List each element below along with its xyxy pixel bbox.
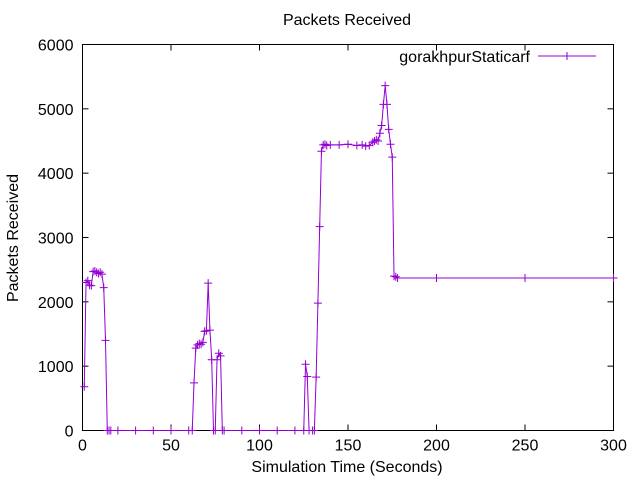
data-point: [96, 268, 105, 277]
data-point: [216, 351, 225, 360]
data-point: [87, 281, 96, 290]
data-point: [113, 426, 122, 435]
data-point: [521, 274, 529, 283]
data-point: [237, 426, 246, 435]
data-point: [290, 426, 299, 435]
y-tick-label: 2000: [38, 295, 74, 312]
data-point: [167, 426, 175, 435]
data-point: [191, 344, 200, 353]
y-tick-label: 6000: [38, 38, 74, 55]
chart-title: Packets Received: [283, 12, 411, 29]
data-point: [220, 426, 229, 435]
data-point: [377, 121, 386, 130]
data-point: [374, 137, 383, 145]
series-layer: [80, 81, 618, 435]
data-point: [94, 269, 103, 278]
y-tick-label: 0: [65, 424, 74, 441]
x-tick-label: 50: [162, 438, 180, 455]
data-point: [317, 147, 326, 156]
data-point: [83, 276, 92, 285]
data-point: [375, 129, 384, 138]
x-tick-label: 300: [600, 438, 627, 455]
data-point: [101, 336, 110, 345]
data-point: [89, 267, 98, 276]
data-point: [205, 326, 214, 335]
data-point: [609, 274, 618, 283]
legend: gorakhpurStaticarf: [399, 49, 596, 66]
data-point: [386, 140, 395, 149]
x-tick-label: 100: [246, 438, 273, 455]
legend-marker-plus: [563, 52, 571, 60]
data-point: [326, 140, 335, 149]
data-point: [322, 141, 331, 150]
data-point: [384, 125, 393, 134]
data-point: [393, 274, 402, 283]
data-point: [106, 426, 115, 435]
data-point: [365, 141, 374, 150]
data-point: [273, 426, 282, 435]
data-point: [188, 426, 197, 435]
legend-marker: [563, 52, 571, 60]
y-axis-label: Packets Received: [5, 174, 22, 302]
x-tick-label: 250: [512, 438, 539, 455]
data-point: [390, 272, 399, 281]
x-tick-label: 200: [423, 438, 450, 455]
y-axis: 0 1000 2000 3000 4000 5000 6000: [38, 38, 614, 441]
data-point: [149, 426, 158, 435]
data-point: [382, 100, 391, 109]
x-axis: 0 50 100 150 200 250 300: [78, 44, 627, 455]
data-point: [197, 340, 206, 349]
x-tick-label: 150: [335, 438, 362, 455]
series-line: [83, 85, 614, 431]
data-point: [335, 140, 344, 149]
data-point: [131, 426, 140, 435]
data-point: [344, 140, 352, 149]
data-point: [313, 299, 322, 308]
data-point: [85, 281, 94, 290]
data-point: [315, 222, 324, 231]
data-point: [213, 355, 222, 364]
data-point: [255, 426, 264, 435]
series-markers: [80, 81, 618, 435]
y-tick-label: 3000: [38, 231, 74, 248]
data-point: [320, 140, 329, 149]
data-point: [193, 340, 202, 349]
data-point: [319, 140, 328, 149]
data-point: [361, 142, 370, 151]
data-point: [432, 274, 441, 283]
legend-label: gorakhpurStaticarf: [399, 49, 530, 66]
data-point: [352, 141, 361, 150]
data-point: [211, 426, 220, 435]
data-point: [303, 372, 312, 381]
data-point: [200, 327, 209, 336]
y-tick-label: 5000: [38, 102, 74, 119]
data-point: [312, 373, 321, 382]
y-tick-label: 4000: [38, 166, 74, 183]
data-point: [381, 81, 390, 90]
x-tick-label: 0: [78, 438, 87, 455]
data-point: [195, 339, 204, 348]
data-point: [202, 326, 211, 335]
x-axis-label: Simulation Time (Seconds): [251, 459, 442, 476]
data-point: [204, 279, 213, 288]
data-point: [372, 135, 381, 144]
data-point: [310, 426, 319, 435]
data-point: [391, 272, 400, 281]
data-point: [198, 338, 207, 347]
data-point: [388, 153, 397, 162]
data-point: [80, 382, 89, 391]
y-tick-label: 1000: [38, 359, 74, 376]
data-point: [358, 140, 367, 149]
plot-frame: [82, 44, 614, 431]
data-point: [301, 360, 310, 369]
data-point: [97, 270, 106, 279]
data-point: [190, 378, 199, 387]
data-point: [99, 283, 108, 292]
